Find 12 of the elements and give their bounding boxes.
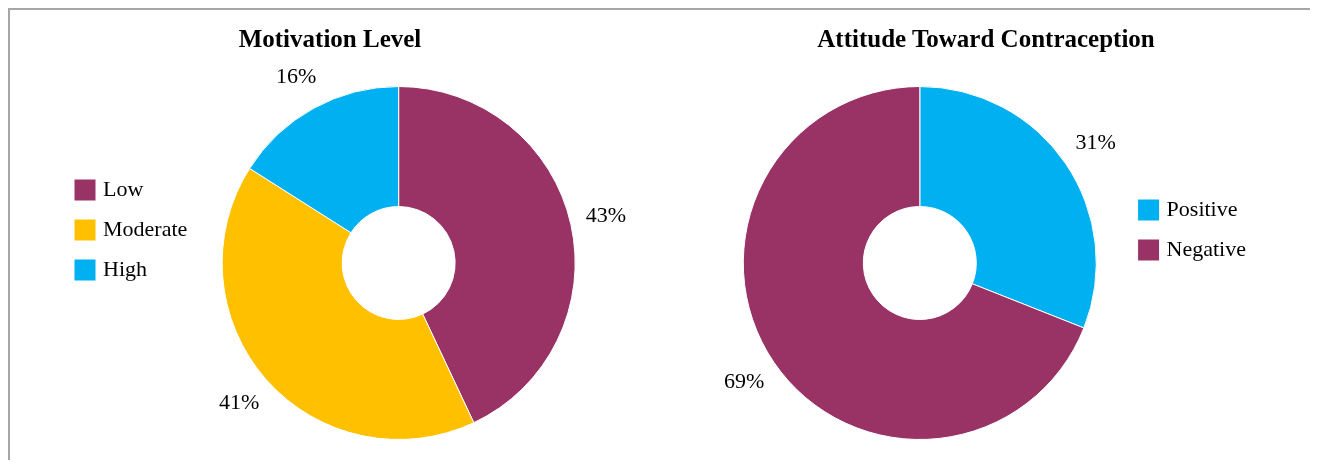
legend-label: Moderate: [103, 215, 188, 241]
legend-label: Negative: [1166, 235, 1246, 261]
data-label: 43%: [585, 202, 627, 228]
legend-label: Low: [103, 175, 144, 201]
data-label: 16%: [276, 62, 317, 88]
legend-label: Positive: [1166, 195, 1238, 221]
data-label: 31%: [1075, 129, 1116, 155]
chart-title: Attitude Toward Contraception: [817, 25, 1155, 53]
data-label: 69%: [723, 368, 765, 394]
chart-title: Motivation Level: [238, 25, 422, 53]
data-label: 41%: [219, 389, 260, 415]
legend-label: High: [103, 255, 147, 281]
